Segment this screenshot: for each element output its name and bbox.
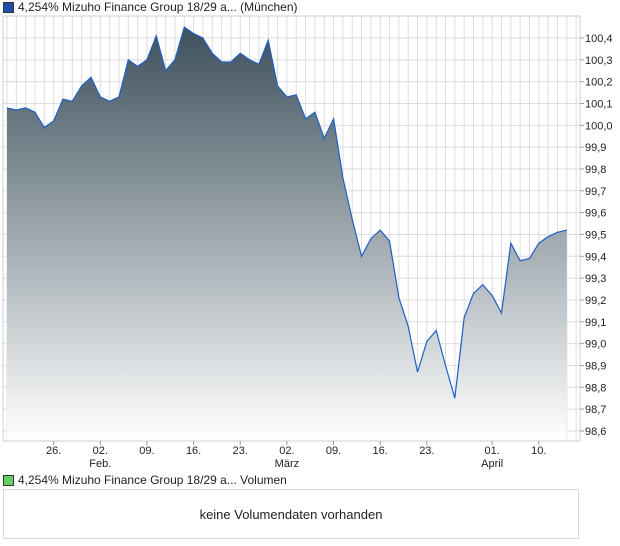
legend-main-label: 4,254% Mizuho Finance Group 18/29 a... (… [18, 0, 298, 14]
price-chart: 100,4 100,3 100,2 100,1 100,0 99,9 99,8 99,7 99,… [2, 15, 613, 470]
y-tick-label: 99,9 [585, 142, 606, 154]
x-tick-label: 02. [279, 445, 294, 457]
x-tick-label: 23. [233, 445, 248, 457]
x-tick-label: 01. [485, 445, 500, 457]
y-tick-label: 99,7 [585, 186, 606, 198]
y-tick-label: 99,3 [585, 273, 606, 285]
y-tick-label: 99,2 [585, 295, 606, 307]
y-tick-label: 98,7 [585, 404, 606, 416]
x-tick-month-label: März [275, 458, 299, 470]
x-tick-label: 26. [46, 445, 61, 457]
legend-swatch-volume [3, 474, 14, 486]
price-area [7, 27, 567, 441]
y-tick-label: 98,8 [585, 382, 606, 394]
y-tick-label: 99,6 [585, 208, 606, 220]
y-tick-label: 99,4 [585, 251, 606, 263]
plot-frame [2, 15, 581, 442]
legend-swatch-price [3, 1, 14, 13]
y-tick-label: 99,8 [585, 164, 606, 176]
y-tick-label: 99,5 [585, 229, 606, 241]
y-tick-label: 98,9 [585, 360, 606, 372]
price-line [6, 26, 567, 399]
x-tick-month-label: April [481, 458, 503, 470]
volume-empty-message: keine Volumendaten vorhanden [199, 506, 383, 522]
x-tick-label: 09. [326, 445, 341, 457]
y-tick-label: 100,0 [585, 120, 613, 132]
x-tick-label: 23. [419, 445, 434, 457]
x-tick-label: 16. [186, 445, 201, 457]
y-tick-label: 99,0 [585, 339, 606, 351]
y-tick-label: 100,2 [585, 77, 613, 89]
x-tick-label: 16. [373, 445, 388, 457]
y-tick-label: 100,1 [585, 98, 613, 110]
x-tick-label: 02. [93, 445, 108, 457]
x-tick-label: 09. [139, 445, 154, 457]
legend-volume-label: 4,254% Mizuho Finance Group 18/29 a... V… [18, 473, 287, 487]
y-tick-label: 99,1 [585, 317, 606, 329]
y-tick-label: 100,4 [585, 33, 613, 45]
volume-panel: keine Volumendaten vorhanden [3, 489, 579, 539]
x-tick-month-label: Feb. [89, 458, 111, 470]
x-tick-label: 10. [531, 445, 546, 457]
y-tick-label: 100,3 [585, 55, 613, 67]
legend-main: 4,254% Mizuho Finance Group 18/29 a... (… [3, 0, 298, 14]
y-tick-label: 98,6 [585, 426, 606, 438]
legend-volume: 4,254% Mizuho Finance Group 18/29 a... V… [3, 473, 287, 487]
